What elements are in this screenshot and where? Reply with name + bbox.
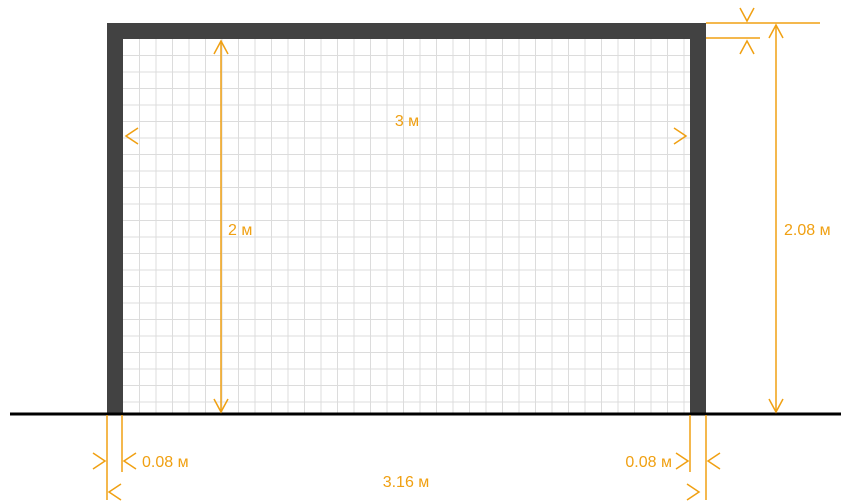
left-post-label: 0.08 м (142, 454, 189, 471)
inner-height-arrow-bottom (213, 398, 229, 414)
crossbar (107, 23, 706, 39)
outer-width-arrow-right (686, 483, 701, 501)
left-post-arrow-outer (92, 452, 107, 470)
outer-height-label: 2.08 м (784, 222, 831, 239)
inner-width-arrow-left (124, 127, 139, 145)
inner-height-label: 2 м (228, 222, 252, 239)
outer-width-arrow-left (107, 483, 122, 501)
right-post-arrow-outer (706, 452, 721, 470)
goal-net (123, 39, 690, 413)
inner-height-arrow-top (213, 39, 229, 55)
left-post (107, 23, 123, 414)
goal-frame (107, 23, 706, 414)
crossbar-thickness-arrow-top (739, 7, 755, 23)
inner-width-label: 3 м (395, 113, 419, 130)
right-post-label: 0.08 м (625, 454, 672, 471)
right-post-arrow-inner (675, 452, 690, 470)
dimension-labels: 3 м 2 м 2.08 м 0.08 м 0.08 м 3.16 м (142, 113, 831, 491)
outer-width-label: 3.16 м (383, 474, 430, 491)
outer-height-arrow-top (768, 23, 784, 39)
dimension-lines (92, 7, 820, 501)
outer-height-arrow-bottom (768, 398, 784, 414)
inner-width-arrow-right (673, 127, 688, 145)
left-post-arrow-inner (122, 452, 137, 470)
right-post (690, 23, 706, 414)
crossbar-thickness-arrow-bottom (739, 39, 755, 55)
